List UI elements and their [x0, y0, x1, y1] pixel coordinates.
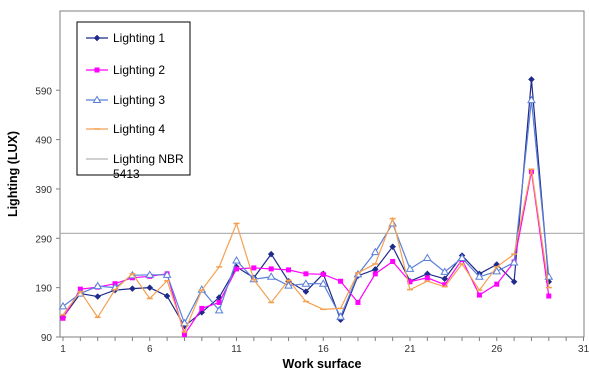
- legend-item: Lighting 4: [86, 122, 165, 136]
- x-tick-label: 16: [318, 344, 330, 355]
- data-point: [60, 315, 66, 321]
- x-tick-label: 11: [231, 344, 242, 355]
- data-point: [407, 279, 413, 285]
- data-point: [93, 281, 103, 290]
- data-point: [181, 332, 187, 338]
- legend-label-line: Lighting 1: [113, 31, 165, 45]
- data-point: [442, 282, 448, 288]
- data-point: [93, 34, 101, 42]
- data-point: [457, 253, 467, 262]
- data-point: [372, 271, 378, 277]
- y-axis-label: Lighting (LUX): [6, 131, 20, 217]
- data-point: [320, 271, 326, 277]
- data-point: [266, 272, 276, 280]
- legend-label-line: Lighting 3: [113, 93, 165, 107]
- data-point: [303, 271, 309, 277]
- data-point: [199, 305, 205, 311]
- data-point: [267, 250, 275, 258]
- y-tick-label: 290: [35, 234, 52, 245]
- x-tick-label: 6: [147, 344, 153, 355]
- data-point: [527, 95, 536, 104]
- data-point: [129, 285, 136, 292]
- legend-label: Lighting 3: [113, 93, 165, 107]
- legend-item: Lighting 1: [86, 31, 165, 45]
- data-point: [92, 95, 102, 103]
- y-tick-label: 590: [35, 86, 52, 97]
- data-point: [424, 275, 430, 281]
- legend-label-line: Lighting 4: [113, 122, 165, 136]
- legend: Lighting 1 Lighting 2 Lighting 3 Lighting 4…: [76, 21, 191, 181]
- series-4: [60, 168, 552, 334]
- data-point: [318, 279, 328, 287]
- data-point: [494, 281, 500, 287]
- x-axis-label: Work surface: [283, 357, 362, 371]
- legend-label: Lighting 1: [113, 31, 165, 45]
- data-point: [389, 243, 397, 251]
- data-point: [510, 278, 518, 286]
- data-point: [286, 267, 292, 273]
- data-point: [301, 279, 311, 287]
- series-3: [58, 95, 554, 327]
- data-point: [422, 253, 432, 262]
- data-point: [94, 293, 102, 300]
- legend-label: Lighting 4: [113, 122, 165, 136]
- x-tick-label: 1: [60, 344, 66, 355]
- data-point: [180, 318, 189, 327]
- data-point: [528, 76, 535, 83]
- x-tick-label: 21: [404, 344, 416, 355]
- data-point: [234, 266, 239, 272]
- data-point: [284, 281, 293, 289]
- y-tick-label: 490: [35, 136, 52, 147]
- y-tick-label: 190: [35, 284, 52, 295]
- x-tick-label: 26: [491, 344, 503, 355]
- legend-label: Lighting NBR 5413: [113, 152, 184, 181]
- data-point: [162, 270, 172, 278]
- data-point: [355, 299, 361, 305]
- legend-item: Lighting 3: [86, 93, 165, 107]
- data-point: [94, 67, 100, 73]
- data-point: [338, 278, 344, 284]
- data-point: [268, 266, 274, 272]
- legend-item: Lighting NBR 5413: [86, 152, 184, 181]
- legend-item: Lighting 2: [86, 63, 165, 77]
- data-point: [475, 272, 484, 280]
- legend-label: Lighting 2: [113, 63, 165, 77]
- data-point: [492, 266, 502, 275]
- data-point: [441, 275, 449, 283]
- data-point: [58, 301, 68, 310]
- data-point: [336, 312, 345, 320]
- data-point: [146, 284, 154, 292]
- data-point: [546, 293, 552, 299]
- data-point: [405, 264, 415, 272]
- data-point: [251, 265, 257, 271]
- data-point: [302, 288, 310, 295]
- data-point: [390, 258, 396, 264]
- x-tick-label: 31: [578, 344, 589, 355]
- legend-label-line: Lighting 2: [113, 63, 165, 77]
- legend-items: Lighting 1 Lighting 2 Lighting 3 Lighting 4…: [86, 31, 184, 181]
- y-tick-label: 90: [41, 333, 53, 344]
- data-point: [214, 305, 224, 314]
- data-point: [163, 292, 171, 300]
- legend-label-line: 5413: [113, 167, 140, 181]
- data-point: [370, 247, 380, 256]
- series-layer: [58, 76, 554, 338]
- data-point: [476, 292, 482, 298]
- data-point: [145, 270, 155, 278]
- data-point: [509, 257, 519, 266]
- legend-label-line: Lighting NBR: [113, 152, 184, 166]
- data-point: [440, 267, 450, 275]
- data-point: [232, 256, 241, 264]
- data-point: [216, 299, 222, 305]
- y-tick-label: 390: [35, 185, 52, 196]
